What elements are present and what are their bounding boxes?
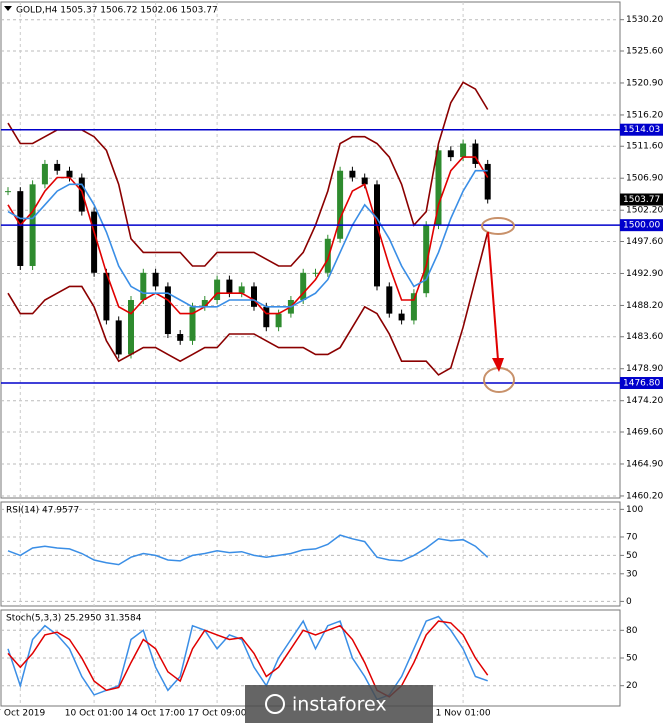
candle	[226, 279, 233, 294]
y-tick-label: 50	[626, 551, 638, 561]
candle	[177, 334, 184, 341]
series-line	[7, 620, 489, 698]
series-line	[7, 156, 489, 315]
y-tick-label: 1474.20	[626, 396, 663, 406]
y-tick-label: 1464.90	[626, 459, 663, 469]
panel-frame	[0, 1, 621, 499]
y-tick-label: 80	[626, 626, 638, 636]
candle	[17, 191, 24, 266]
panel-title: Stoch(5,3,3) 25.2950 31.3584	[6, 614, 142, 624]
level-label: 1476.80	[623, 379, 660, 389]
y-tick-label: 1488.20	[626, 301, 663, 311]
y-tick-label: 1530.20	[626, 15, 663, 25]
candle	[152, 272, 159, 287]
level-label-bg	[620, 219, 663, 232]
candle	[164, 286, 171, 335]
candle	[66, 170, 73, 178]
last-price-label: 1503.77	[623, 195, 660, 205]
candle	[54, 163, 61, 171]
watermark: instaforex	[292, 694, 387, 716]
candle	[484, 163, 491, 200]
y-tick-label: 20	[626, 681, 638, 691]
candle	[201, 300, 208, 307]
candle	[5, 191, 11, 193]
x-tick-label: 1 Nov 01:00	[436, 709, 491, 719]
candle	[214, 279, 221, 301]
level-label-bg	[620, 377, 663, 390]
candle	[78, 177, 85, 212]
candle	[324, 238, 331, 273]
y-tick-label: 30	[626, 569, 638, 579]
y-tick-label: 1520.90	[626, 78, 663, 88]
watermark-logo	[265, 694, 285, 714]
candle	[398, 313, 405, 321]
series-line	[7, 534, 489, 566]
candle	[423, 225, 430, 294]
y-tick-label: 1478.90	[626, 364, 663, 374]
candle	[300, 272, 307, 301]
y-tick-label: 1525.60	[626, 46, 663, 56]
candle	[435, 150, 442, 226]
symbol-marker	[4, 6, 12, 11]
y-tick-label: 1506.90	[626, 174, 663, 184]
y-tick-label: 0	[626, 597, 632, 607]
candle	[337, 170, 344, 239]
candle	[275, 313, 282, 328]
panel-title: RSI(14) 47.9577	[6, 506, 79, 516]
candle	[361, 177, 368, 185]
y-tick-label: 70	[626, 532, 638, 542]
level-label: 1514.03	[623, 125, 660, 135]
x-tick-label: 10 Oct 01:00	[65, 709, 124, 719]
level-label-bg	[620, 123, 663, 136]
candle	[91, 211, 98, 273]
target-ellipse	[481, 217, 515, 235]
series-line	[7, 169, 488, 308]
candle	[103, 272, 110, 321]
y-tick-label: 1492.90	[626, 269, 663, 279]
candle	[115, 320, 122, 355]
series-line	[7, 231, 489, 376]
series-line	[7, 81, 489, 267]
candle	[128, 300, 134, 355]
candle	[447, 150, 454, 158]
candle	[349, 170, 356, 178]
x-tick-label: 7 Oct 2019	[0, 709, 46, 719]
y-tick-label: 1497.60	[626, 237, 663, 247]
candle	[140, 272, 147, 301]
panel-frame	[0, 501, 621, 607]
y-tick-label: 1502.20	[626, 206, 663, 216]
watermark-box	[245, 685, 433, 723]
y-tick-label: 1483.60	[626, 332, 663, 342]
candle	[263, 306, 270, 328]
candle	[374, 184, 380, 287]
arrow-head	[492, 358, 504, 372]
y-tick-label: 1516.20	[626, 110, 663, 120]
x-tick-label: 14 Oct 17:00	[126, 709, 185, 719]
y-tick-label: 50	[626, 654, 638, 664]
level-label: 1500.00	[623, 221, 660, 231]
candle	[189, 306, 196, 341]
y-tick-label: 1460.20	[626, 491, 663, 501]
y-tick-label: 100	[626, 505, 643, 515]
candle	[386, 286, 393, 314]
candle	[251, 286, 257, 307]
candle	[472, 143, 479, 164]
last-price-bg	[620, 193, 663, 206]
y-tick-label: 1469.60	[626, 428, 663, 438]
candle	[410, 293, 417, 321]
series-line	[7, 615, 488, 701]
panel-title: GOLD,H4 1505.37 1506.72 1502.06 1503.77	[16, 6, 218, 16]
forecast-arrow	[487, 231, 499, 361]
x-tick-label: 17 Oct 09:00	[188, 709, 247, 719]
y-tick-label: 1511.60	[626, 142, 663, 152]
candle	[41, 163, 48, 185]
candle	[460, 143, 467, 158]
candle	[238, 286, 245, 294]
candle	[312, 272, 319, 274]
